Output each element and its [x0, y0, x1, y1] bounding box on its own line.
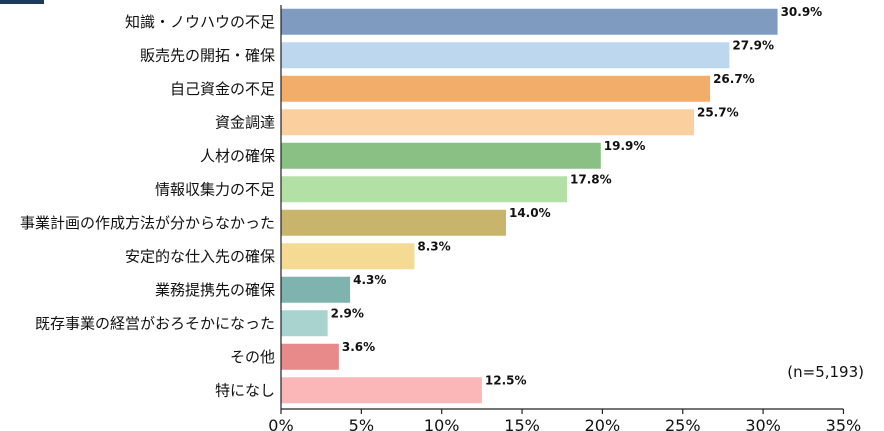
x-tick-label: 30%: [745, 416, 781, 431]
x-tick-label: 35%: [826, 416, 862, 431]
value-label: 26.7%: [713, 72, 755, 86]
bar: [281, 209, 506, 236]
bar: [281, 42, 730, 69]
bar: [281, 109, 694, 136]
value-label: 4.3%: [353, 273, 386, 287]
category-label: 安定的な仕入先の確保: [125, 247, 275, 265]
value-label: 25.7%: [697, 105, 739, 119]
value-label: 30.9%: [781, 5, 823, 19]
bar: [281, 8, 778, 35]
category-label: 資金調達: [215, 113, 275, 131]
corner-accent: [0, 0, 44, 4]
x-tick-label: 10%: [424, 416, 460, 431]
sample-size-note: (n=5,193): [787, 363, 864, 381]
category-label: 販売先の開拓・確保: [140, 46, 275, 64]
category-label: 情報収集力の不足: [155, 180, 275, 198]
value-label: 3.6%: [342, 340, 375, 354]
category-label: 知識・ノウハウの不足: [125, 13, 275, 31]
bar: [281, 343, 339, 370]
category-label: その他: [230, 348, 275, 366]
category-label: 業務提携先の確保: [155, 281, 275, 299]
value-label: 14.0%: [509, 206, 551, 220]
x-tick-label: 5%: [349, 416, 374, 431]
category-label: 特になし: [215, 381, 275, 399]
category-label: 自己資金の不足: [170, 80, 275, 98]
value-label: 19.9%: [604, 139, 646, 153]
category-label: 人材の確保: [200, 147, 275, 165]
x-tick-label: 0%: [268, 416, 293, 431]
bar: [281, 176, 568, 203]
bar: [281, 243, 415, 270]
x-tick-label: 15%: [504, 416, 540, 431]
bar: [281, 377, 482, 404]
x-tick-label: 25%: [665, 416, 701, 431]
x-tick-label: 20%: [585, 416, 621, 431]
category-label: 既存事業の経営がおろそかになった: [35, 314, 275, 332]
bar: [281, 142, 601, 169]
bar: [281, 310, 328, 337]
bar: [281, 276, 351, 303]
value-label: 12.5%: [485, 373, 527, 387]
value-label: 8.3%: [417, 239, 450, 253]
category-label: 事業計画の作成方法が分からなかった: [20, 214, 275, 232]
value-label: 2.9%: [331, 306, 364, 320]
value-label: 17.8%: [570, 172, 612, 186]
bar: [281, 75, 711, 102]
value-label: 27.9%: [732, 38, 774, 52]
